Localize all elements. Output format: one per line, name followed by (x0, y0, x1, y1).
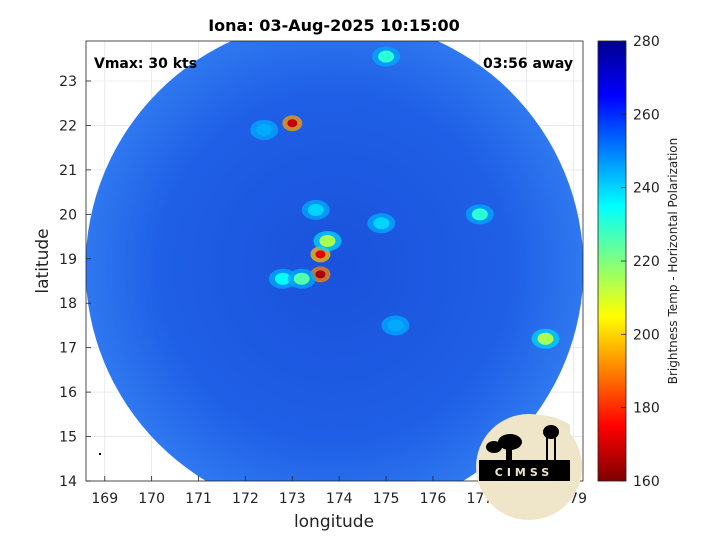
logo-building (479, 460, 570, 481)
vmax-label: Vmax: 30 kts (94, 56, 197, 72)
water-tower-icon (543, 425, 559, 463)
feature-core (319, 235, 336, 247)
colorbar-tick-label: 240 (633, 181, 660, 197)
y-axis-label: latitude (33, 228, 53, 293)
plot-title: Iona: 03-Aug-2025 10:15:00 (208, 16, 460, 35)
y-tick-label: 20 (59, 207, 77, 223)
cimss-logo: CIMSS (476, 414, 582, 520)
feature-core (315, 270, 326, 279)
feature-core (256, 123, 273, 136)
feature-core (315, 250, 326, 259)
y-tick-label: 23 (59, 74, 77, 90)
x-tick-label: 172 (232, 491, 259, 507)
y-tick-label: 18 (59, 296, 77, 312)
y-tick-label: 14 (59, 474, 77, 490)
feature-core (274, 272, 291, 285)
brightness-features (250, 46, 560, 349)
x-tick-label: 171 (185, 491, 212, 507)
x-tick-label: 176 (420, 491, 447, 507)
axes: 169170171172173174175176177178179 141516… (59, 40, 587, 520)
y-tick-label: 16 (59, 385, 77, 401)
y-tick-label: 22 (59, 118, 77, 134)
feature-core (387, 319, 404, 332)
swath-marker (99, 453, 101, 455)
colorbar: 280 260 240 220 200 180 160 Brightness Temp - … (597, 34, 680, 490)
x-tick-label: 173 (279, 491, 306, 507)
feature-core (537, 332, 554, 345)
colorbar-ticks: 280 260 240 220 200 180 160 (621, 34, 660, 490)
y-tick-label: 19 (59, 252, 77, 268)
colorbar-tick-label: 200 (633, 327, 660, 343)
feature-core (373, 217, 390, 230)
x-tick-label: 169 (91, 491, 118, 507)
feature-core (307, 203, 324, 216)
colorbar-tick-label: 180 (633, 401, 660, 417)
colorbar-tick-label: 220 (633, 254, 660, 270)
y-tick-label: 21 (59, 163, 77, 179)
colorbar-label: Brightness Temp - Horizontal Polarizatio… (666, 138, 680, 385)
feature-core (287, 119, 298, 128)
feature-core (293, 272, 310, 285)
microwave-swath (86, 41, 583, 481)
x-axis-label: longitude (294, 512, 374, 532)
radar-dish-icon (486, 434, 522, 464)
colorbar-tick-label: 260 (633, 107, 660, 123)
feature-core (471, 208, 488, 221)
y-tick-label: 17 (59, 341, 77, 357)
logo-text: CIMSS (495, 466, 553, 479)
x-tick-label: 170 (138, 491, 165, 507)
y-tick-label: 15 (59, 430, 77, 446)
axes-frame (85, 40, 584, 482)
colorbar-tick-label: 280 (633, 34, 660, 50)
x-tick-label: 174 (326, 491, 353, 507)
x-tick-label: 175 (373, 491, 400, 507)
y-axis-ticks: 14 15 16 17 18 19 20 21 22 23 (59, 74, 91, 490)
time-away-label: 03:56 away (483, 56, 573, 72)
feature-core (378, 50, 395, 63)
colorbar-tick-label: 160 (633, 474, 660, 490)
